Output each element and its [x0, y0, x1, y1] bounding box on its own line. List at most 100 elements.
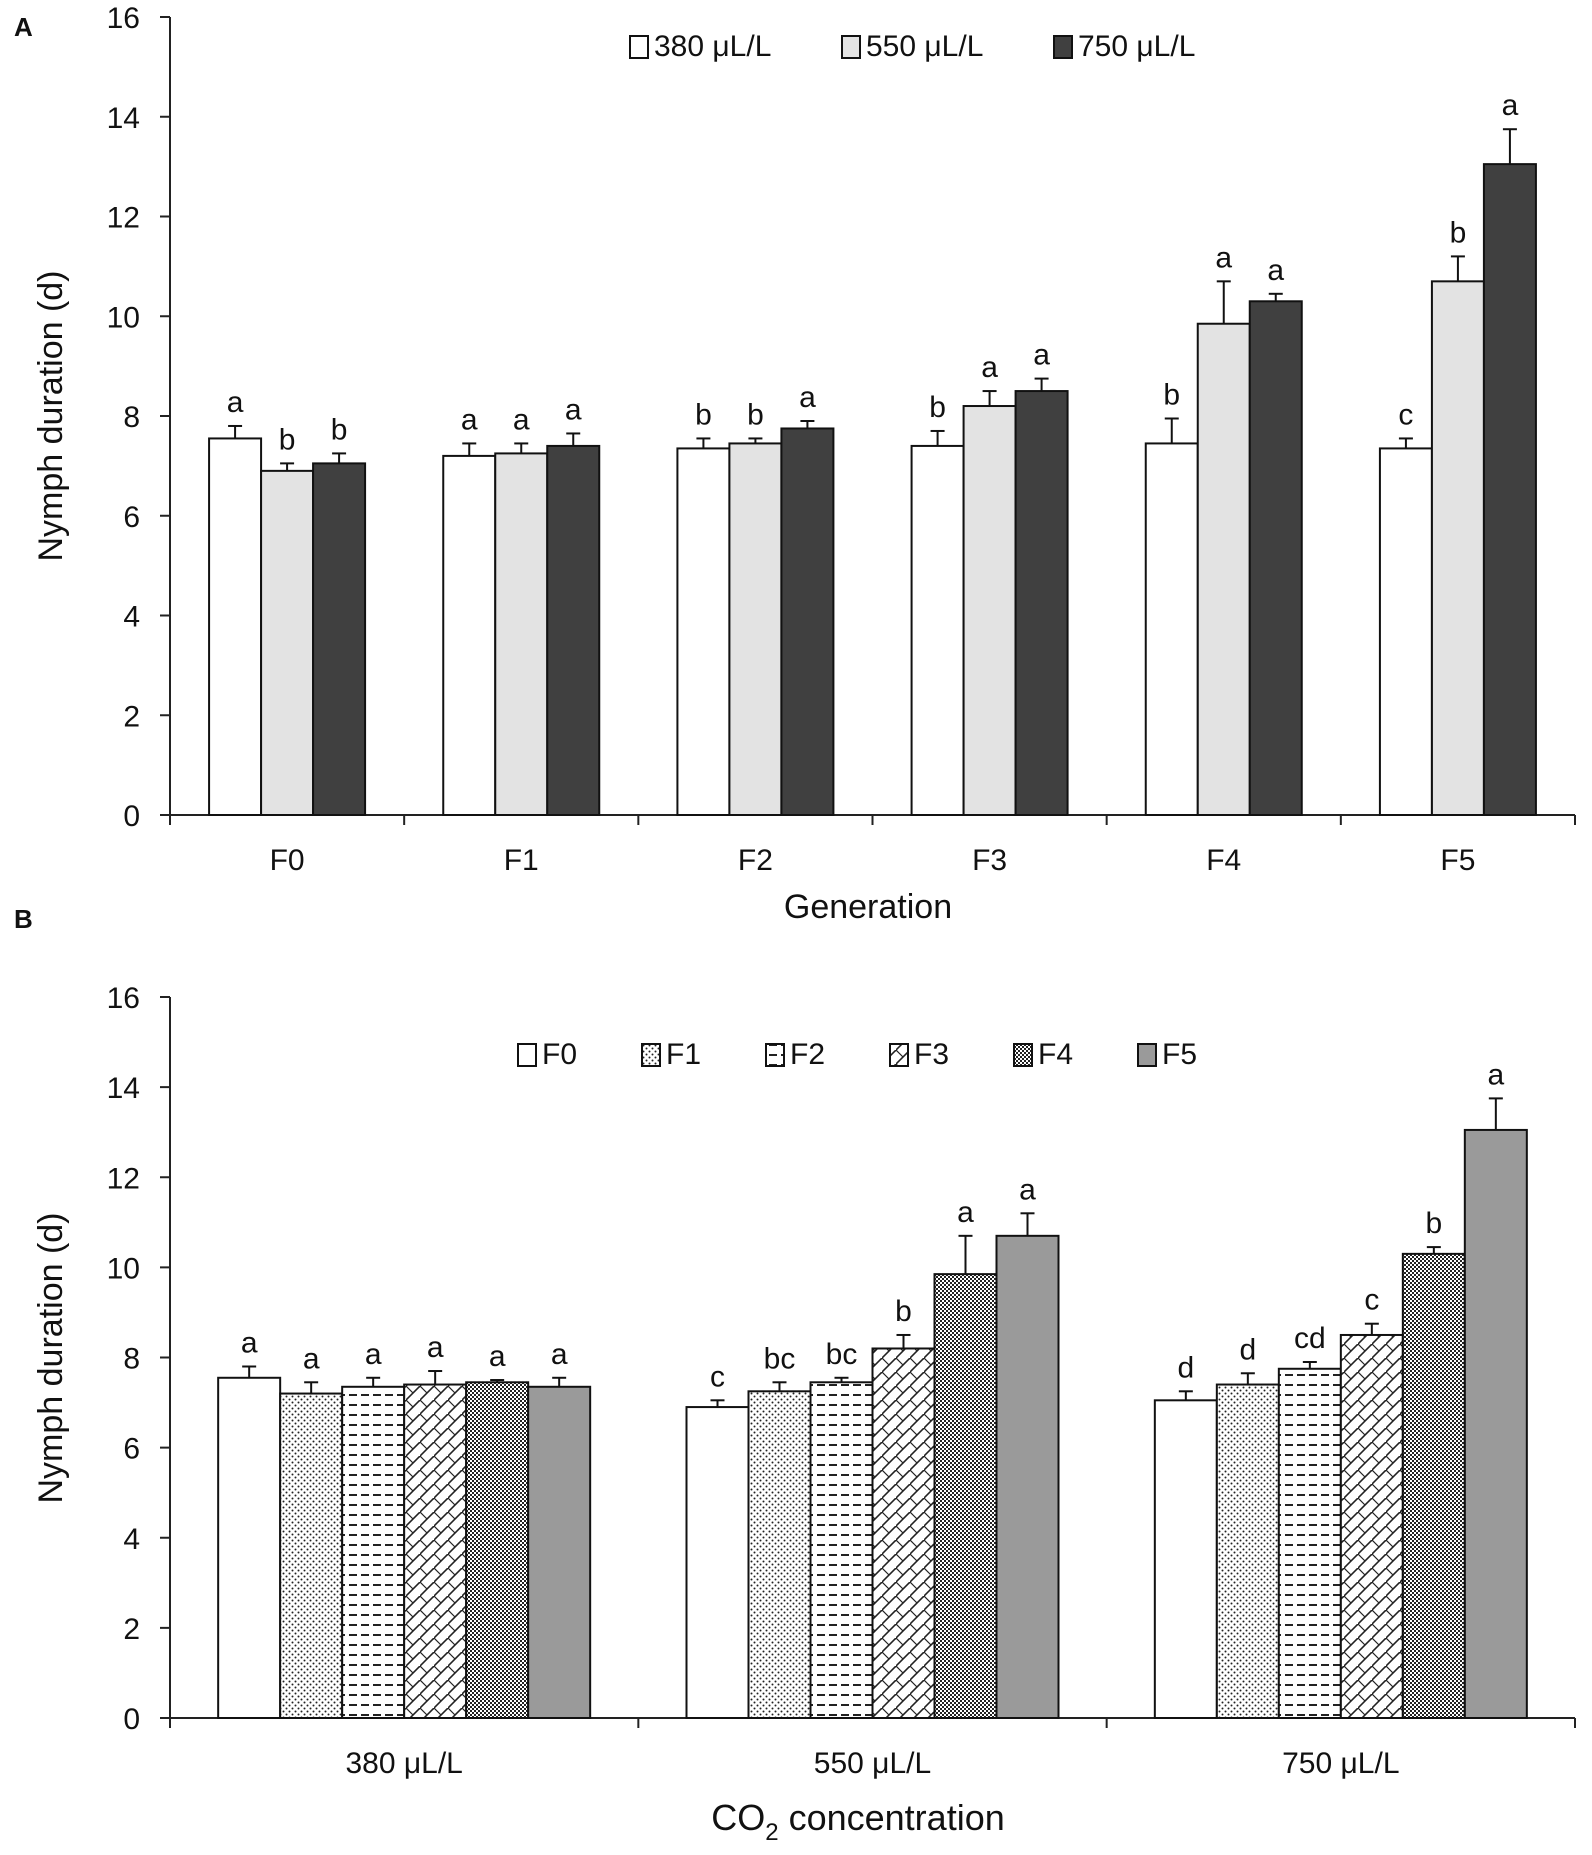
panel-a-bar-f4-380-l-l	[1144, 442, 1199, 816]
panel-a-significance-letter: a	[799, 381, 816, 414]
panel-b-legend: F0 F1 F2 F3 F4 F5	[517, 1038, 1197, 1071]
panel-a-bar-f3-750-l-l	[1014, 390, 1069, 816]
panel-b-label: B	[14, 904, 33, 934]
panel-b-significance-letter: a	[957, 1196, 974, 1229]
panel-a-significance-letter: b	[747, 398, 764, 431]
panel-b-legend-label-f3: F3	[914, 1038, 949, 1071]
panel-b-bar-380-l-l-f1	[279, 1392, 344, 1720]
panel-b-bar-750-l-l-f1	[1215, 1383, 1280, 1719]
panel-b-bar-550-l-l-f3	[871, 1347, 936, 1720]
panel-b-significance-letter: a	[551, 1338, 568, 1371]
panel-a-legend-label-550-l-l: 550 μL/L	[866, 30, 983, 63]
panel-a-x-label: Generation	[784, 888, 952, 926]
panel-a-significance-letter: b	[1163, 378, 1180, 411]
panel-b-y-tick-label-2: 2	[123, 1613, 140, 1646]
panel-a-significance-letter: a	[565, 393, 582, 426]
panel-b-legend-label-f5: F5	[1162, 1038, 1197, 1071]
panel-b-legend-label-f2: F2	[790, 1038, 825, 1071]
panel-a-y-tick-label-10: 10	[107, 301, 140, 334]
panel-a-bar-f4-550-l-l	[1196, 322, 1251, 816]
panel-b-x-label: CO2 concentration	[711, 1797, 1005, 1846]
panel-b-legend-swatch-f4	[1013, 1043, 1033, 1067]
panel-a-category-label-f1: F1	[504, 844, 539, 877]
panel-b-bar-750-l-l-f4	[1401, 1252, 1466, 1719]
panel-b-significance-letter: a	[489, 1340, 506, 1373]
panel-a-legend-swatch-750-l-l	[1053, 35, 1073, 59]
panel-b-bar-380-l-l-f3	[403, 1383, 468, 1719]
panel-b-y-tick-label-4: 4	[123, 1523, 140, 1556]
panel-b-legend-swatch-f1	[641, 1043, 661, 1067]
panel-b-legend-label-f1: F1	[666, 1038, 701, 1071]
panel-b-y-label: Nymph duration (d)	[32, 1212, 70, 1503]
panel-a-significance-letter: b	[929, 391, 946, 424]
panel-b-y-tick-label-16: 16	[107, 982, 140, 1015]
panel-b-bar-750-l-l-f3	[1339, 1333, 1404, 1719]
panel-a-significance-letter: c	[1398, 398, 1413, 431]
panel-a-category-label-f0: F0	[270, 844, 305, 877]
panel-b-legend-swatch-f0	[517, 1043, 537, 1067]
panel-a-bar-f3-550-l-l	[962, 405, 1017, 816]
panel-a-y-tick-label-14: 14	[107, 102, 140, 135]
panel-b-bar-380-l-l-f5	[527, 1385, 592, 1720]
panel-a-y-tick-label-6: 6	[123, 501, 140, 534]
panel-b-category-label-750-l-l: 750 μL/L	[1282, 1747, 1399, 1780]
panel-a-significance-letter: a	[1033, 339, 1050, 372]
panel-b-y-tick-label-14: 14	[107, 1072, 140, 1105]
panel-a-bar-f0-380-l-l	[208, 437, 263, 816]
panel-a-legend-swatch-380-l-l	[629, 35, 649, 59]
panel-a-bar-f2-550-l-l	[728, 442, 783, 816]
panel-b-bar-750-l-l-f2	[1277, 1367, 1342, 1719]
panel-a-significance-letter: b	[695, 398, 712, 431]
panel-b-legend-label-f4: F4	[1038, 1038, 1073, 1071]
panel-a-significance-letter: b	[279, 423, 296, 456]
panel-b-significance-letter: bc	[764, 1342, 796, 1375]
panel-b-significance-letter: a	[1487, 1058, 1504, 1091]
panel-a-y-label: Nymph duration (d)	[32, 270, 70, 561]
panel-b-bar-380-l-l-f0	[217, 1376, 282, 1719]
panel-a-bar-f1-380-l-l	[442, 454, 497, 816]
panel-a-y-tick-label-16: 16	[107, 2, 140, 35]
panel-a-y-tick-label-8: 8	[123, 401, 140, 434]
panel-b-y-tick-label-10: 10	[107, 1252, 140, 1285]
panel-a-y-tick-label-4: 4	[123, 601, 140, 634]
panel-a-bar-f1-550-l-l	[494, 452, 549, 816]
panel-b-y-tick-label-8: 8	[123, 1343, 140, 1376]
panel-a-y-tick-label-2: 2	[123, 700, 140, 733]
panel-a-bar-f4-750-l-l	[1248, 300, 1303, 817]
panel-a: 0 2 4 6 8 10 12 14 16 a b b a a a b b a b a a b a a c b a F0 F1 F2 F…	[32, 2, 1576, 926]
panel-a-bar-f5-550-l-l	[1430, 280, 1485, 816]
panel-b-legend-label-f0: F0	[542, 1038, 577, 1071]
panel-a-bar-f0-750-l-l	[312, 462, 367, 816]
panel-a-legend-label-750-l-l: 750 μL/L	[1078, 30, 1195, 63]
panel-b-bar-750-l-l-f0	[1153, 1399, 1218, 1719]
panel-a-bar-f2-380-l-l	[676, 447, 731, 816]
panel-a-legend-swatch-550-l-l	[841, 35, 861, 59]
panel-b-category-label-380-l-l: 380 μL/L	[345, 1747, 462, 1780]
panel-b-significance-letter: c	[1364, 1284, 1379, 1317]
panel-b-bar-750-l-l-f5	[1463, 1128, 1528, 1719]
panel-b-significance-letter: a	[1019, 1173, 1036, 1206]
panel-b-x-label-rest: concentration	[779, 1797, 1005, 1838]
panel-a-legend-label-380-l-l: 380 μL/L	[654, 30, 771, 63]
panel-b-significance-letter: a	[303, 1342, 320, 1375]
panel-b-bar-550-l-l-f5	[995, 1234, 1060, 1720]
panel-b-bar-380-l-l-f2	[341, 1385, 406, 1720]
panel-a-category-label-f2: F2	[738, 844, 773, 877]
panel-b-bar-550-l-l-f4	[933, 1273, 998, 1720]
panel-b-significance-letter: a	[365, 1338, 382, 1371]
panel-a-category-label-f3: F3	[972, 844, 1007, 877]
panel-a-significance-letter: a	[1267, 254, 1284, 287]
panel-b-bar-550-l-l-f1	[747, 1390, 812, 1719]
panel-b-significance-letter: b	[1425, 1207, 1442, 1240]
panel-b-significance-letter: d	[1177, 1351, 1194, 1384]
panel-a-significance-letter: a	[513, 403, 530, 436]
panel-b-bar-380-l-l-f4	[465, 1381, 530, 1720]
panel-a-category-label-f5: F5	[1440, 844, 1475, 877]
panel-a-y-tick-label-0: 0	[123, 800, 140, 833]
panel-a-significance-letter: b	[1450, 216, 1467, 249]
panel-b-y-tick-label-12: 12	[107, 1162, 140, 1195]
panel-b-significance-letter: bc	[826, 1338, 858, 1371]
panel-b-bar-550-l-l-f0	[685, 1406, 750, 1719]
